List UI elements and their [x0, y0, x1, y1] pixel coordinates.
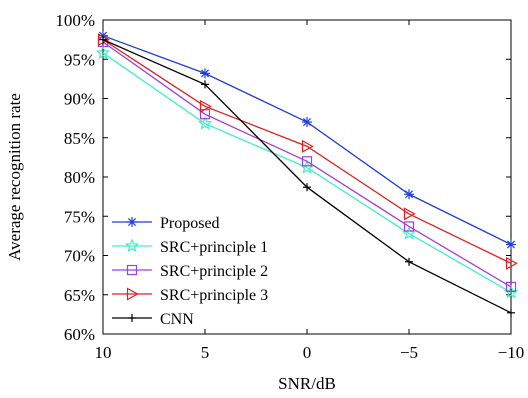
y-tick-label: 65% — [64, 286, 95, 305]
data-point — [128, 314, 136, 322]
data-point — [99, 35, 107, 44]
data-point — [505, 281, 517, 292]
x-axis-label: SNR/dB — [278, 374, 336, 393]
legend-label: SRC+principle 3 — [160, 287, 268, 304]
series-src-principle-1 — [95, 45, 519, 299]
data-point — [201, 80, 209, 89]
y-tick-label: 75% — [64, 207, 95, 226]
legend-item: SRC+principle 1 — [112, 238, 268, 256]
series-src-principle-3 — [97, 33, 518, 270]
legend-item: CNN — [112, 311, 194, 328]
series-line — [102, 41, 512, 288]
legend-item: Proposed — [112, 215, 220, 232]
data-point — [197, 115, 213, 130]
series-cnn — [99, 35, 515, 317]
y-axis-label: Average recognition rate — [5, 93, 24, 261]
axis-ticks: 10 5 0 −5 −10 60% 65% 70% 75% 80% 85% 90% 95% 100% — [55, 11, 524, 362]
legend-item: SRC+principle 3 — [112, 287, 268, 304]
legend-label: SRC+principle 2 — [160, 263, 268, 280]
y-tick-label: 100% — [55, 11, 95, 30]
y-tick-label: 80% — [64, 168, 95, 187]
data-point — [301, 156, 313, 167]
x-tick-label: 0 — [303, 343, 312, 362]
data-point — [404, 189, 414, 200]
data-point — [403, 221, 415, 232]
data-point — [200, 68, 210, 79]
legend-label: Proposed — [160, 215, 220, 232]
y-tick-label: 90% — [64, 90, 95, 109]
data-point — [199, 99, 212, 113]
data-point — [505, 256, 518, 270]
series-group — [95, 30, 519, 317]
data-point — [127, 217, 137, 227]
y-tick-label: 60% — [64, 325, 95, 344]
data-point — [507, 308, 515, 317]
data-point — [405, 257, 413, 266]
data-point — [95, 45, 111, 60]
series-line — [102, 52, 512, 293]
series-proposed — [98, 30, 516, 250]
data-point — [303, 183, 311, 192]
series-line — [102, 39, 512, 264]
data-point — [506, 239, 516, 250]
data-point — [401, 225, 417, 240]
legend: Proposed SRC+principle 1 SRC+principle 2 SR… — [112, 215, 268, 328]
x-tick-label: 5 — [201, 343, 210, 362]
data-point — [301, 139, 314, 153]
data-point — [403, 207, 416, 221]
legend-label: SRC+principle 1 — [160, 239, 268, 256]
data-point — [126, 264, 138, 276]
legend-label: CNN — [160, 311, 194, 328]
y-tick-label: 95% — [64, 50, 95, 69]
y-tick-label: 70% — [64, 247, 95, 266]
data-point — [126, 287, 139, 301]
y-tick-label: 85% — [64, 129, 95, 148]
x-tick-label: −5 — [400, 343, 418, 362]
x-tick-label: 10 — [95, 343, 112, 362]
data-point — [302, 117, 312, 128]
x-tick-label: −10 — [498, 343, 525, 362]
data-point — [124, 238, 140, 253]
legend-item: SRC+principle 2 — [112, 263, 268, 280]
